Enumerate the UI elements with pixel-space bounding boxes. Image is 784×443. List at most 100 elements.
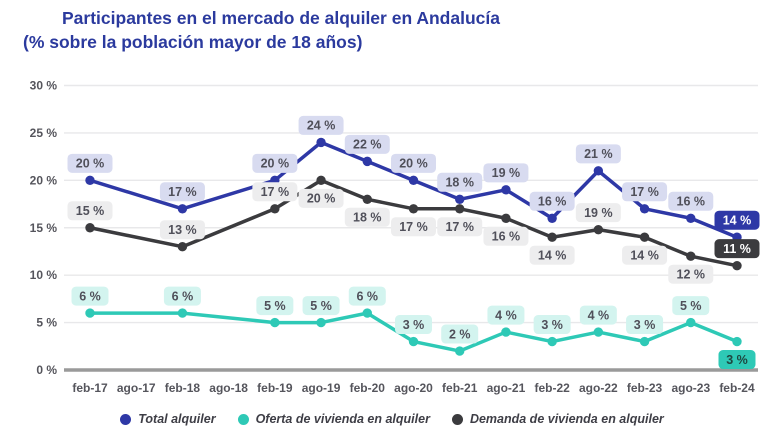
x-tick-label: ago-22: [579, 381, 618, 395]
data-point: [85, 175, 95, 186]
data-label: 15 %: [76, 204, 105, 218]
data-label-pill: [622, 245, 668, 265]
data-label: 21 %: [584, 147, 613, 161]
data-label-pill: [579, 305, 617, 325]
y-tick-label: 0 %: [36, 363, 57, 377]
data-label: 12 %: [677, 268, 706, 282]
data-point: [501, 185, 511, 195]
end-value-pill: [718, 350, 756, 370]
data-label-pill: [344, 134, 390, 154]
chart-title-line2: (% sobre la población mayor de 18 años): [23, 32, 363, 52]
data-label: 4 %: [495, 308, 517, 322]
data-point: [177, 204, 188, 214]
x-tick-label: feb-21: [442, 381, 478, 395]
data-label: 19 %: [584, 206, 613, 220]
data-label: 5 %: [264, 299, 286, 313]
data-label: 3 %: [541, 318, 563, 332]
data-label-pill: [67, 153, 113, 173]
data-label-pill: [529, 191, 575, 211]
data-label: 16 %: [538, 195, 567, 209]
y-tick-label: 5 %: [36, 316, 57, 330]
data-label: 20 %: [76, 157, 105, 171]
y-tick-label: 20 %: [30, 173, 58, 187]
data-label: 17 %: [630, 185, 659, 199]
data-point: [85, 308, 95, 318]
data-label-pill: [252, 182, 298, 202]
data-label: 3 %: [634, 318, 656, 332]
data-label: 6 %: [79, 289, 101, 303]
chart-title-line1: Participantes en el mercado de alquiler …: [62, 8, 500, 28]
data-point: [686, 251, 696, 261]
data-label-pill: [298, 115, 344, 135]
data-label: 22 %: [353, 138, 382, 152]
data-label-pill: [344, 207, 390, 227]
x-tick-label: ago-18: [209, 381, 248, 395]
y-tick-label: 15 %: [30, 221, 58, 235]
data-label: 13 %: [168, 223, 197, 237]
data-label: 14 %: [538, 249, 567, 263]
data-label-pill: [487, 305, 525, 325]
data-point: [316, 137, 326, 148]
data-label-pill: [622, 182, 668, 202]
data-point: [362, 308, 372, 318]
data-label: 17 %: [261, 185, 290, 199]
data-point: [639, 232, 650, 242]
x-tick-label: ago-23: [671, 381, 710, 395]
data-label: 20 %: [261, 157, 290, 171]
legend-dot-demanda-icon: [451, 413, 463, 425]
legend-label-oferta: Oferta de vivienda en alquiler: [255, 412, 430, 426]
x-tick-label: feb-19: [257, 381, 293, 395]
data-label: 17 %: [168, 185, 197, 199]
data-label: 5 %: [310, 299, 332, 313]
x-tick-label: feb-17: [72, 381, 108, 395]
data-label-pill: [71, 286, 109, 306]
legend-label-total: Total alquiler: [138, 412, 216, 426]
data-point: [547, 232, 557, 242]
legend-item-total-alquiler: Total alquiler: [120, 412, 216, 426]
y-tick-label: 30 %: [30, 79, 58, 93]
data-point: [501, 213, 511, 223]
data-point: [547, 213, 557, 223]
data-label-pill: [67, 201, 113, 221]
y-tick-label: 25 %: [30, 126, 58, 140]
chart-title: Participantes en el mercado de alquiler …: [23, 6, 500, 54]
data-label-pill: [668, 264, 714, 284]
x-tick-label: ago-21: [487, 381, 526, 395]
data-point: [316, 317, 326, 328]
data-label: 16 %: [492, 230, 521, 244]
data-point: [593, 224, 604, 235]
x-tick-label: ago-17: [117, 381, 156, 395]
data-label-pill: [302, 296, 340, 316]
data-point: [639, 204, 650, 214]
line-chart-canvas: 0 % 5 % 10 % 15 % 20 % 25 % 30 % feb-17 ago-17 fe…: [30, 79, 760, 395]
data-point: [732, 336, 742, 347]
legend-item-oferta: Oferta de vivienda en alquiler: [237, 412, 430, 426]
data-label: 20 %: [307, 192, 336, 206]
data-label: 18 %: [445, 176, 474, 190]
data-label-pill: [626, 315, 664, 335]
x-tick-label: ago-19: [302, 381, 341, 395]
x-tick-label: feb-22: [534, 381, 570, 395]
data-point: [547, 336, 557, 347]
data-label: 6 %: [172, 289, 194, 303]
data-point: [270, 204, 280, 214]
data-label-pill: [298, 188, 344, 208]
chart-legend: Total alquiler Oferta de vivienda en alq…: [0, 412, 784, 426]
data-label: 5 %: [680, 299, 702, 313]
data-point: [362, 156, 372, 167]
data-label: 17 %: [399, 220, 428, 234]
data-point: [177, 308, 188, 318]
data-label: 24 %: [307, 119, 336, 133]
data-label-pill: [441, 324, 479, 344]
data-label-pill: [394, 315, 432, 335]
data-label-pill: [252, 153, 298, 173]
end-value-pill: [714, 239, 760, 259]
y-tick-label: 10 %: [30, 268, 58, 282]
data-point: [593, 327, 604, 337]
data-label: 18 %: [353, 211, 382, 225]
data-label: 6 %: [357, 289, 379, 303]
data-label-pill: [256, 296, 294, 316]
data-label: 4 %: [588, 308, 610, 322]
data-point: [639, 336, 650, 347]
